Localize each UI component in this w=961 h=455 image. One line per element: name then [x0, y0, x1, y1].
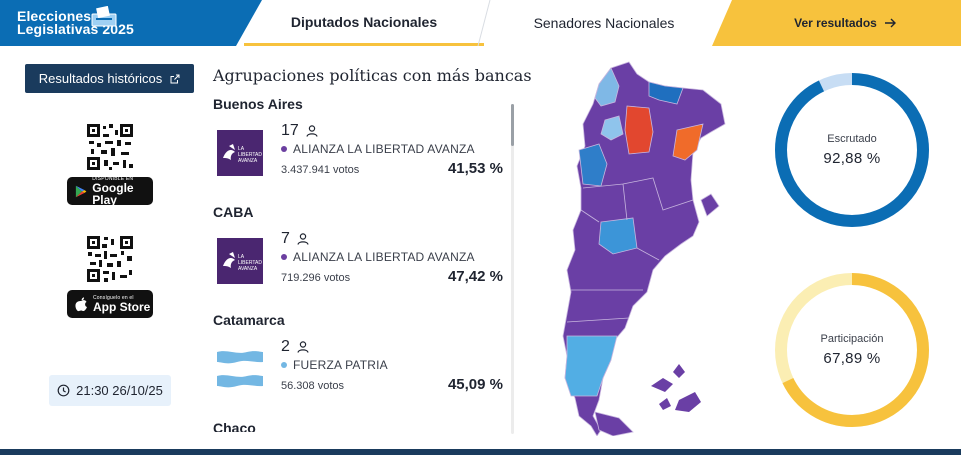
clock-icon [57, 384, 70, 397]
party-color-dot [281, 362, 287, 368]
historic-results-label: Resultados históricos [38, 71, 163, 86]
party-color-dot [281, 254, 287, 260]
seat-count: 7 [281, 230, 309, 248]
logo-text-libertad: LIBERTAD [238, 152, 262, 158]
vote-count: 719.296 votos [281, 272, 351, 284]
participacion-donut [775, 273, 929, 427]
header: Elecciones Legislativas 2025 Diputados N… [0, 0, 961, 46]
escrutado-label: Escrutado [827, 133, 877, 145]
party-color-dot [281, 146, 287, 152]
province-name: Chaco [213, 420, 256, 432]
vote-percentage: 41,53 % [447, 160, 503, 177]
ballot-box-icon [91, 6, 117, 27]
seat-number: 17 [281, 122, 299, 139]
list-scrollbar-thumb[interactable] [511, 104, 514, 146]
google-play-big-text: Google Play [92, 181, 134, 207]
historic-results-button[interactable]: Resultados históricos [25, 64, 194, 93]
vote-count: 56.308 votos [281, 380, 344, 392]
map-province-entre-rios [700, 193, 720, 217]
seat-number: 2 [281, 338, 290, 355]
seat-count: 2 [281, 338, 309, 356]
logo-text-la: LA [238, 146, 245, 152]
escrutado-value: 92,88 % [823, 150, 881, 167]
brand-block[interactable] [0, 0, 262, 46]
party-label: ALIANZA LA LIBERTAD AVANZA [293, 142, 475, 156]
vote-count: 3.437.941 votos [281, 164, 360, 176]
list-title: Agrupaciones políticas con más bancas [213, 66, 532, 85]
list-scrollbar-track[interactable] [511, 104, 514, 434]
map-islands [651, 364, 701, 412]
map-province-san-luis [598, 217, 638, 255]
google-play-badge[interactable]: DISPONIBLE EN Google Play [67, 176, 153, 207]
party-entry[interactable]: LA LIBERTAD AVANZA 17 ALIANZA LA LIBERTA… [213, 122, 513, 194]
ver-resultados-label: Ver resultados [794, 16, 877, 30]
update-timestamp: 21:30 26/10/25 [49, 375, 171, 406]
logo-text-avanza: AVANZA [238, 266, 258, 272]
tab-diputados[interactable]: Diputados Nacionales [244, 0, 484, 46]
app-store-small-text: Consíguelo en el [93, 295, 134, 301]
map-province-catamarca [578, 143, 608, 187]
google-play-icon [75, 185, 87, 197]
participacion-ring [775, 273, 929, 427]
seat-count: 17 [281, 122, 318, 140]
logo-text-la: LA [238, 254, 245, 260]
province-name: Buenos Aires [213, 96, 303, 112]
party-entry[interactable]: 2 FUERZA PATRIA 56.308 votos 45,09 % [213, 338, 513, 410]
argentina-map[interactable] [553, 60, 733, 436]
party-name: ALIANZA LA LIBERTAD AVANZA [281, 142, 475, 156]
province-name: CABA [213, 204, 254, 220]
party-label: FUERZA PATRIA [293, 358, 388, 372]
seat-number: 7 [281, 230, 290, 247]
province-name: Catamarca [213, 312, 285, 328]
person-icon [297, 341, 309, 353]
logo-text-libertad: LIBERTAD [238, 260, 262, 266]
party-name: FUERZA PATRIA [281, 358, 388, 372]
apple-icon [75, 296, 87, 311]
person-icon [297, 233, 309, 245]
tab-senadores[interactable]: Senadores Nacionales [533, 15, 675, 31]
map-province-jujuy [594, 67, 620, 107]
map-province-tierra-del-fuego [594, 411, 634, 436]
party-label: ALIANZA LA LIBERTAD AVANZA [293, 250, 475, 264]
libertad-avanza-logo: LA LIBERTAD AVANZA [217, 238, 263, 284]
arrow-right-icon [884, 18, 896, 28]
external-link-icon [170, 74, 180, 83]
escrutado-donut [775, 73, 929, 227]
party-name: ALIANZA LA LIBERTAD AVANZA [281, 250, 475, 264]
footer-bar [0, 449, 961, 455]
map-province-santa-cruz [564, 335, 618, 397]
logo-text-avanza: AVANZA [238, 158, 258, 164]
province-list[interactable]: Buenos Aires LA LIBERTAD AVANZA 17 ALIAN… [213, 96, 513, 432]
vote-percentage: 47,42 % [447, 268, 503, 285]
app-store-badge[interactable]: Consíguelo en el App Store [67, 290, 153, 318]
libertad-avanza-logo: LA LIBERTAD AVANZA [217, 130, 263, 176]
participacion-value: 67,89 % [823, 350, 881, 367]
map-province-tucuman [600, 115, 624, 141]
map-province-corrientes [672, 123, 704, 161]
escrutado-ring [775, 73, 929, 227]
google-play-small-text: DISPONIBLE EN [92, 176, 134, 182]
map-province-formosa [648, 81, 684, 105]
app-store-big-text: App Store [93, 300, 151, 314]
argentina-flag-logo [217, 346, 263, 392]
qr-code-app-store [87, 236, 133, 282]
participacion-label: Participación [820, 333, 884, 345]
vote-percentage: 45,09 % [447, 376, 503, 393]
map-province-santiago [624, 105, 654, 155]
timestamp-text: 21:30 26/10/25 [76, 383, 163, 398]
map-province-lines [566, 177, 694, 345]
person-icon [306, 125, 318, 137]
tab-divider [477, 0, 491, 46]
qr-code-google-play [87, 124, 133, 170]
ver-resultados-button[interactable]: Ver resultados [712, 0, 961, 46]
party-entry[interactable]: LA LIBERTAD AVANZA 7 ALIANZA LA LIBERTAD… [213, 230, 513, 302]
